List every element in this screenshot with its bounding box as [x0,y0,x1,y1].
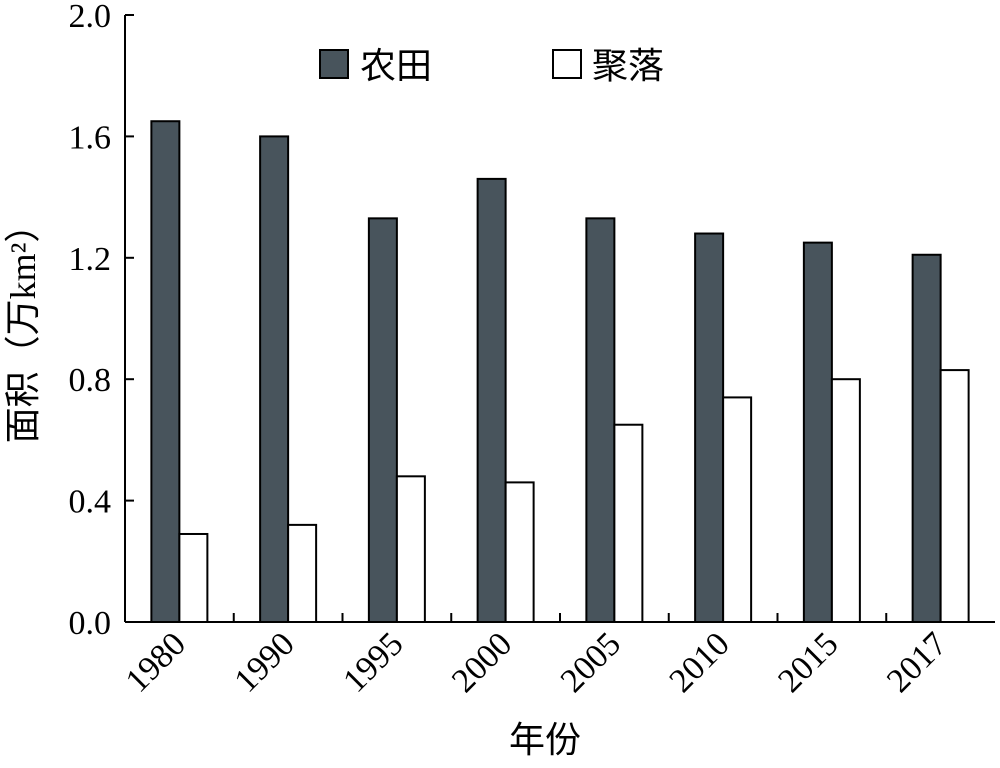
x-tick-label: 1990 [228,625,302,699]
x-tick-label: 1995 [336,625,410,699]
legend-swatch-settlement [552,49,582,79]
x-tick-label: 2000 [445,625,519,699]
bar-settlement [613,423,644,623]
legend-label-settlement: 聚落 [592,46,664,86]
bar-farmland [150,120,181,623]
bar-farmland [585,217,616,623]
legend: 农田 聚落 [319,46,664,86]
bar-farmland [367,217,398,623]
bar-settlement [504,481,535,624]
bar-farmland [802,241,833,623]
x-tick-label: 2010 [663,625,737,699]
bar-settlement [939,369,970,623]
y-ticks: 0.0 0.4 0.8 1.2 1.6 2.0 [69,0,134,642]
y-tick-label: 1.2 [69,241,112,278]
y-axis-title: 面积（万km²） [3,207,43,444]
bar-farmland [476,177,507,623]
bar-farmland [911,253,942,623]
legend-swatch-farmland [319,49,349,79]
y-tick-label: 1.6 [69,119,112,156]
y-tick-label: 2.0 [69,0,112,35]
y-tick-label: 0.8 [69,362,112,399]
bar-farmland [694,232,725,624]
bars-layer [150,120,970,624]
y-tick-label: 0.0 [69,605,112,642]
legend-label-farmland: 农田 [360,46,432,86]
x-ticks: 1980 1990 1995 2000 2005 2010 2015 2017 [119,613,954,700]
bar-settlement [722,396,753,623]
x-tick-label: 2005 [554,625,628,699]
x-tick-label: 2017 [880,625,954,699]
x-axis-title: 年份 [509,720,581,760]
bar-settlement [178,532,209,623]
y-tick-label: 0.4 [69,484,112,521]
bar-farmland [259,135,290,623]
bar-settlement [395,475,426,623]
axes-layer [124,15,995,623]
bar-settlement [287,523,318,624]
bar-settlement [830,378,861,624]
x-tick-label: 2015 [771,625,845,699]
x-tick-label: 1980 [119,625,193,699]
